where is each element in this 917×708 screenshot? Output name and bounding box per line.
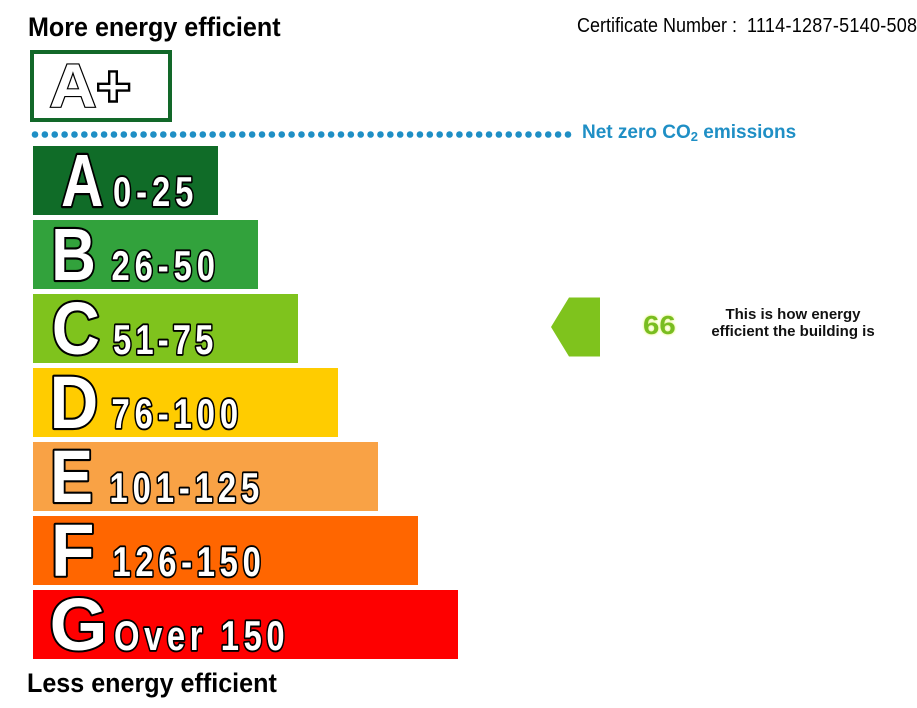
svg-text:E: E [50,435,93,518]
svg-text:F: F [51,510,95,592]
svg-text:101-125: 101-125 [110,464,265,511]
svg-text:76-100: 76-100 [112,390,243,437]
svg-text:D: D [50,361,99,444]
svg-text:26-50: 26-50 [112,242,220,289]
svg-text:126-150: 126-150 [113,538,266,585]
svg-text:A: A [50,53,97,121]
svg-text:51-75: 51-75 [113,316,217,363]
svg-text:G: G [50,583,108,666]
svg-text:A: A [61,141,103,223]
svg-text:C: C [52,287,100,370]
svg-text:Over 150: Over 150 [114,612,289,659]
svg-text:B: B [51,214,96,297]
svg-text:0-25: 0-25 [113,168,198,215]
